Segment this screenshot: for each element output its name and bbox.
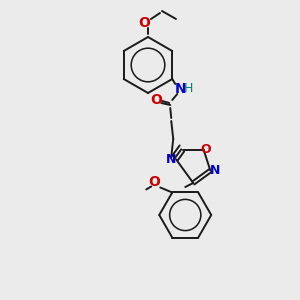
- Text: O: O: [150, 93, 162, 107]
- Text: O: O: [148, 176, 160, 190]
- Text: O: O: [200, 143, 211, 156]
- Text: N: N: [174, 82, 186, 96]
- Text: N: N: [210, 164, 220, 177]
- Text: H: H: [184, 82, 193, 95]
- Text: N: N: [166, 153, 176, 166]
- Text: O: O: [138, 16, 150, 30]
